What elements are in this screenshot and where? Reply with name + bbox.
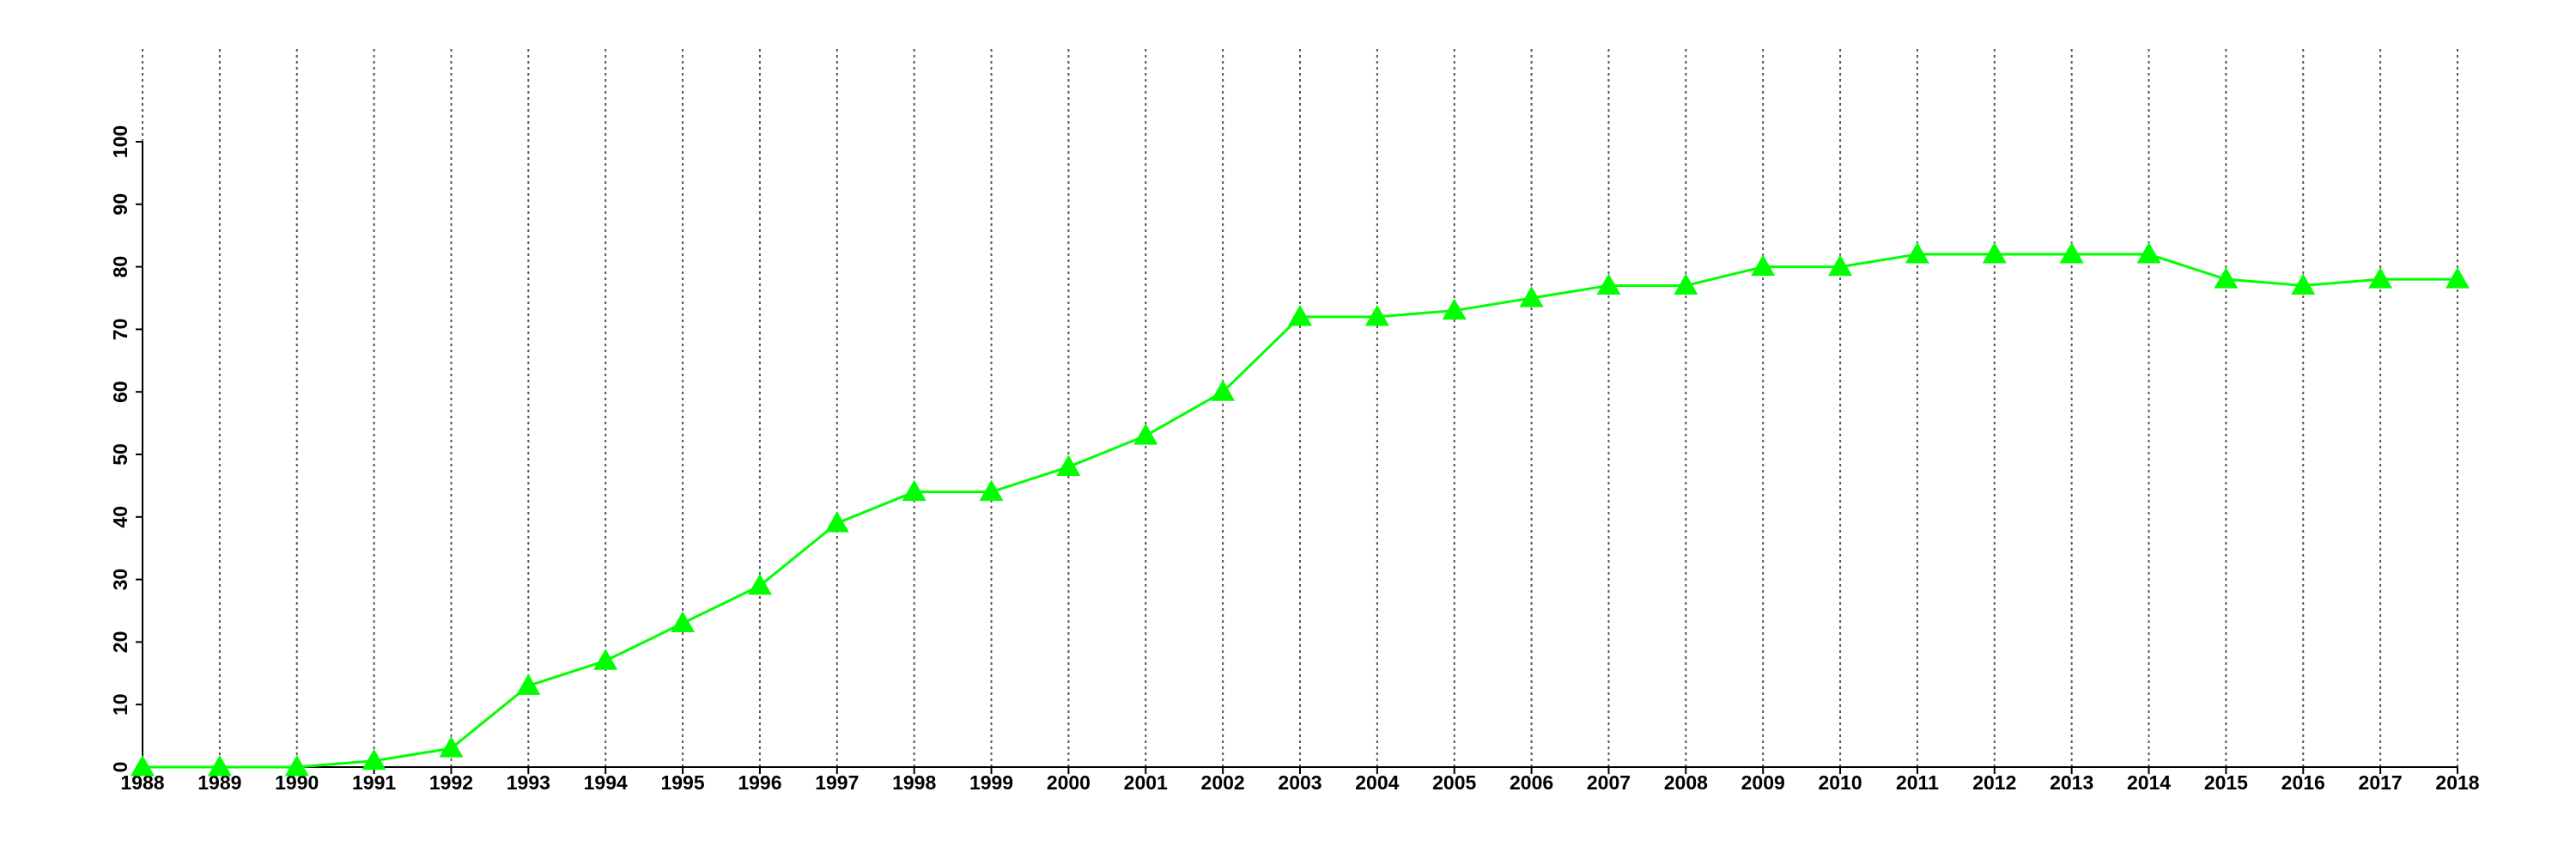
x-tick-label: 1995 (660, 771, 704, 794)
x-tick-label: 2012 (1972, 771, 2016, 794)
x-tick-label: 2017 (2359, 771, 2403, 794)
x-tick-label: 2006 (1510, 771, 1553, 794)
data-point (671, 611, 696, 633)
y-tick-label: 90 (109, 193, 131, 216)
y-tick-label: 20 (109, 631, 131, 654)
x-tick-label: 2011 (1896, 771, 1939, 794)
data-point (979, 479, 1004, 502)
x-tick-label: 2015 (2204, 771, 2248, 794)
x-tick-label: 1994 (584, 771, 628, 794)
data-point (439, 736, 464, 758)
x-tick-label: 1997 (815, 771, 859, 794)
data-point (361, 748, 386, 771)
data-point (1056, 454, 1081, 477)
x-tick-label: 2000 (1047, 771, 1091, 794)
data-point (1596, 273, 1621, 295)
data-point (1442, 298, 1467, 320)
data-point (1674, 273, 1698, 295)
data-point (1364, 304, 1389, 326)
data-point (2291, 273, 2316, 295)
data-point (2136, 242, 2161, 264)
x-tick-label: 1999 (969, 771, 1013, 794)
data-point (516, 673, 541, 695)
y-tick-label: 40 (109, 506, 131, 528)
data-point (1905, 242, 1929, 264)
x-tick-label: 1992 (429, 771, 473, 794)
data-point (824, 511, 849, 533)
y-tick-label: 50 (109, 443, 131, 466)
x-tick-label: 2010 (1818, 771, 1862, 794)
y-tick-label: 60 (109, 381, 131, 403)
x-tick-label: 2014 (2127, 771, 2171, 794)
data-point (1751, 254, 1776, 277)
x-tick-label: 2003 (1278, 771, 1321, 794)
x-tick-label: 2001 (1124, 771, 1168, 794)
data-point (2059, 242, 2084, 264)
x-tick-label: 2009 (1741, 771, 1785, 794)
data-point (2445, 267, 2470, 289)
data-point (1133, 423, 1158, 445)
y-tick-label: 0 (109, 762, 131, 773)
x-tick-label: 2018 (2435, 771, 2479, 794)
y-tick-label: 80 (109, 256, 131, 278)
data-point (902, 479, 927, 502)
data-point (1519, 286, 1544, 308)
data-line (143, 253, 2458, 769)
x-tick-label: 2013 (2050, 771, 2093, 794)
y-tick-label: 100 (109, 125, 131, 158)
data-point (207, 755, 232, 777)
x-tick-label: 1993 (507, 771, 550, 794)
x-tick-label: 2004 (1355, 771, 1399, 794)
data-point (593, 649, 618, 670)
x-tick-label: 1996 (738, 771, 781, 794)
data-point (2368, 267, 2393, 289)
y-tick-label: 10 (109, 693, 131, 716)
data-point (284, 755, 309, 777)
data-point (747, 573, 772, 595)
data-point (1211, 380, 1236, 401)
x-tick-label: 1998 (892, 771, 936, 794)
y-tick-label: 30 (109, 569, 131, 591)
x-tick-label: 1991 (352, 771, 396, 794)
data-point (1288, 304, 1312, 326)
x-tick-label: 2002 (1201, 771, 1245, 794)
x-tick-label: 2005 (1432, 771, 1476, 794)
x-tick-label: 2008 (1664, 771, 1708, 794)
data-point (131, 755, 155, 777)
data-point (1982, 242, 2007, 264)
data-point (1828, 254, 1853, 277)
y-tick-label: 70 (109, 319, 131, 341)
x-tick-label: 2007 (1587, 771, 1631, 794)
x-tick-label: 2016 (2281, 771, 2325, 794)
data-point (2214, 267, 2239, 289)
